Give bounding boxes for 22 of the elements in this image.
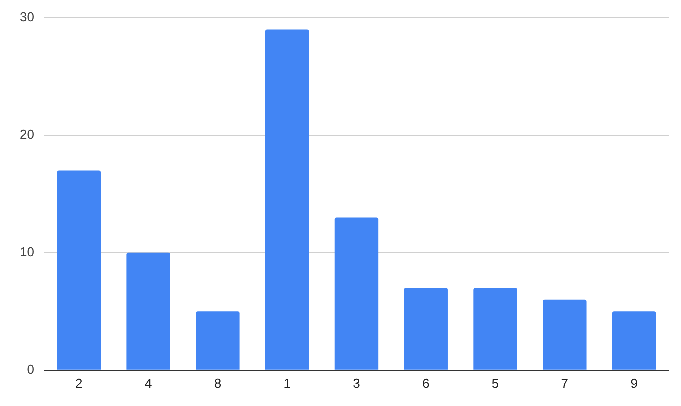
x-tick-label: 6: [422, 376, 430, 391]
bar: [334, 218, 379, 370]
bar: [612, 312, 656, 370]
bar: [404, 288, 448, 370]
x-tick-label: 2: [76, 376, 83, 391]
y-tick-label: 10: [20, 244, 34, 260]
x-tick-label: 7: [561, 376, 569, 391]
y-tick-label: 20: [20, 127, 34, 142]
x-tick-label: 4: [144, 376, 152, 391]
bar: [265, 30, 310, 370]
bar: [126, 252, 170, 370]
bar: [196, 312, 240, 370]
y-tick-label: 30: [20, 10, 34, 25]
y-tick-label: 0: [27, 362, 34, 377]
x-tick-label: 3: [353, 376, 360, 391]
bar: [57, 170, 102, 370]
bar: [474, 288, 518, 370]
bar: [543, 300, 587, 370]
x-tick-label: 1: [284, 376, 291, 391]
x-tick-label: 5: [492, 376, 500, 391]
x-tick-label: 9: [630, 376, 638, 391]
x-tick-label: 8: [214, 376, 222, 391]
